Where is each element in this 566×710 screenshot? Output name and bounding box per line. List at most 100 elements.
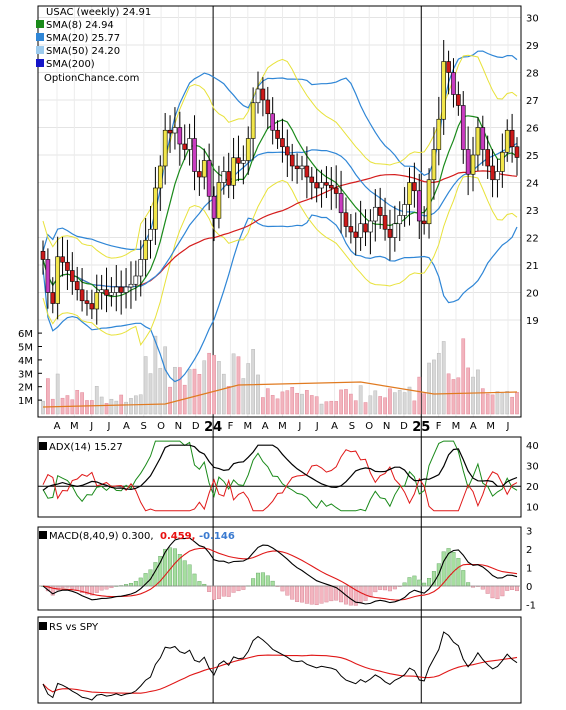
volume-bar — [456, 377, 461, 415]
macd-histogram-bar — [373, 585, 378, 593]
macd-histogram-bar — [451, 551, 456, 587]
candle-body — [60, 256, 65, 263]
volume-bar — [427, 362, 431, 415]
macd-histogram-bar — [182, 560, 187, 587]
candle-body — [382, 215, 388, 230]
candle-body — [353, 231, 359, 238]
x-tick-label: O — [157, 421, 165, 432]
macd-histogram-bar — [231, 585, 236, 593]
volume-bar — [436, 352, 441, 415]
volume-tick-label: 4M — [18, 356, 33, 367]
x-tick-label: M — [452, 421, 461, 432]
candle-body — [509, 129, 515, 148]
volume-bar — [114, 400, 119, 415]
volume-bar — [104, 403, 109, 415]
volume-bar — [295, 392, 299, 415]
x-tick-label: J — [506, 421, 510, 432]
volume-bar — [373, 390, 378, 415]
candle-body — [99, 289, 104, 293]
candle-body — [490, 165, 495, 181]
candle-body — [431, 149, 437, 181]
macd-histogram-bar — [212, 585, 217, 600]
candle-body — [211, 195, 217, 219]
candlesticks — [40, 39, 520, 325]
volume-bar — [471, 376, 475, 415]
price-tick-label: 21 — [526, 261, 539, 272]
volume-bar — [46, 378, 50, 415]
price-tick-label: 19 — [526, 316, 539, 327]
macd-y-axis: -1 0 1 2 3 — [526, 527, 536, 612]
volume-bar — [163, 346, 168, 415]
volume-bar — [417, 376, 422, 415]
volume-bar — [90, 400, 94, 415]
macd-histogram-bar — [422, 582, 427, 587]
macd-histogram-bar — [417, 579, 422, 587]
candle-body — [412, 182, 417, 192]
macd-tick-label: -1 — [526, 600, 536, 611]
candle-body — [201, 160, 207, 178]
candle-body — [446, 61, 451, 73]
volume-bar — [510, 396, 514, 415]
macd-histogram-bar — [207, 585, 212, 592]
macd-histogram-bar — [412, 575, 417, 587]
macd-histogram-bar — [510, 585, 515, 590]
volume-bar — [451, 379, 456, 415]
candle-body — [157, 165, 163, 189]
macd-histogram-bar — [324, 585, 329, 603]
candle-body — [153, 187, 158, 230]
candle-body — [241, 160, 246, 164]
macd-histogram-bar — [270, 580, 275, 587]
volume-bar — [466, 367, 470, 415]
x-axis-labels: A M J J A S O N D 24 F M A M J J A S O N D 25 F M A M J — [54, 420, 510, 435]
macd-histogram-bar — [500, 585, 505, 597]
x-tick-label: S — [141, 421, 147, 432]
volume-bar — [397, 390, 402, 415]
volume-bar — [265, 388, 270, 415]
candle-body — [265, 99, 271, 115]
macd-histogram-bar — [505, 585, 510, 591]
macd-histogram-bar — [427, 578, 432, 587]
macd-histogram-bar — [221, 585, 226, 597]
x-tick-label: 25 — [412, 420, 430, 435]
volume-tick-label: 2M — [18, 383, 33, 394]
candle-body — [70, 270, 75, 282]
candle-body — [167, 129, 173, 134]
macd-histogram-bar — [363, 585, 368, 601]
x-tick-label: A — [54, 421, 61, 432]
volume-bar — [212, 354, 216, 415]
volume-bar — [280, 391, 285, 415]
legend-sma200: SMA(200) — [46, 59, 95, 70]
volume-bar — [339, 389, 343, 415]
bollinger-lower-line — [42, 214, 518, 383]
candle-body — [514, 146, 520, 158]
candle-body — [177, 127, 183, 145]
candle-body — [65, 261, 70, 271]
macd-tick-label: 2 — [526, 545, 532, 556]
macd-histogram-bar — [192, 573, 197, 587]
candle-body — [221, 171, 227, 183]
legend-sma50: SMA(50) 24.20 — [46, 46, 120, 57]
macd-histogram-bar — [466, 582, 471, 587]
candle-body — [358, 223, 363, 238]
candle-body — [55, 256, 60, 304]
volume-bar — [392, 392, 397, 415]
macd-histogram-bar — [461, 570, 466, 587]
candle-body — [250, 102, 256, 139]
candle-body — [372, 206, 378, 222]
legend-swatch-sma20 — [36, 33, 44, 41]
macd-histogram-bar — [383, 585, 388, 591]
macd-histogram-bar — [314, 585, 319, 605]
volume-bar — [192, 368, 197, 415]
volume-bar — [55, 373, 60, 415]
macd-histogram-bar — [241, 585, 246, 590]
price-y-axis: 19 20 21 22 23 24 25 26 27 28 29 30 — [526, 14, 539, 328]
candle-body — [84, 300, 90, 304]
volume-bar — [490, 394, 495, 415]
volume-bar — [148, 373, 153, 415]
candle-body — [329, 184, 334, 189]
candle-body — [245, 138, 251, 161]
macd-histogram-bar — [456, 558, 461, 587]
adx-minus-di-line — [42, 449, 518, 512]
x-tick-label: S — [349, 421, 355, 432]
macd-histogram-bar — [216, 585, 221, 599]
